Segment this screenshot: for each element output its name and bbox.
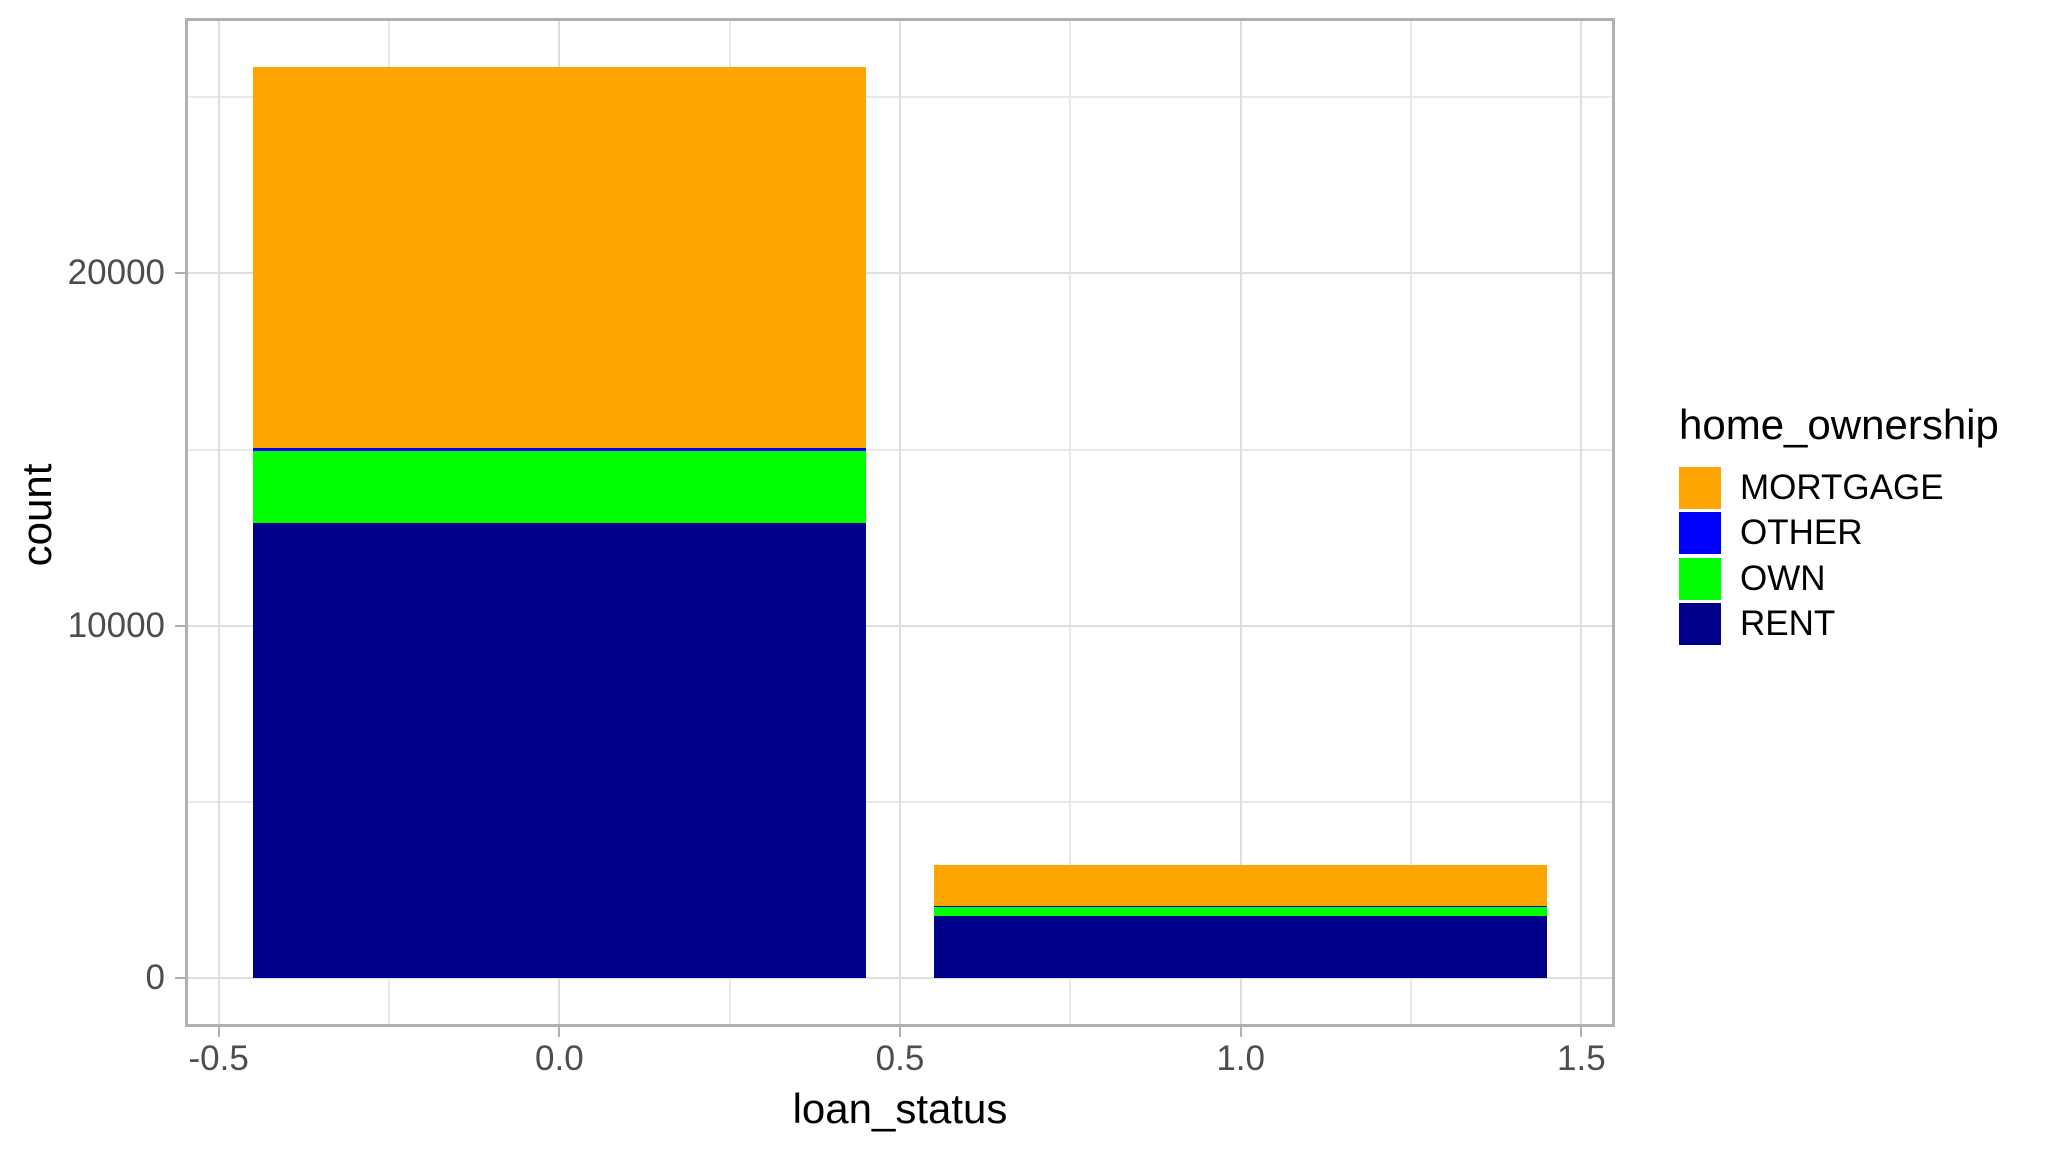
legend: home_ownership MORTGAGE OTHER OWN RENT [1679,400,1999,647]
y-tick-label: 0 [145,958,165,998]
x-tick-mark [217,1027,220,1037]
legend-swatch-mortgage [1679,466,1721,509]
gridline-y-major [188,977,1612,980]
gridline-x-major [1580,21,1583,1024]
bar-segment-mortgage-1 [934,864,1548,907]
bar-segment-mortgage-0 [252,66,866,449]
bar-segment-own-0 [252,450,866,524]
gridline-x-minor [1069,21,1072,1024]
legend-item-label: OWN [1740,558,1826,598]
bar-segment-rent-0 [252,523,866,979]
legend-item-mortgage: MORTGAGE [1679,465,1999,511]
x-tick-label: 0.5 [875,1039,925,1078]
legend-item-label: RENT [1740,604,1836,644]
y-tick-mark [175,272,185,275]
y-tick-mark [175,977,185,980]
gridline-y-major [188,272,1612,275]
legend-item-label: MORTGAGE [1740,467,1944,507]
bar-segment-own-1 [934,906,1548,916]
x-tick-label: 1.5 [1557,1039,1606,1078]
gridline-x-major [899,21,901,1024]
x-tick-mark [1239,1027,1242,1037]
bar-segment-other-0 [252,448,866,451]
x-tick-label: 1.0 [1216,1039,1265,1078]
x-tick-mark [899,1027,901,1037]
gridline-y-major [188,624,1612,627]
legend-item-other: OTHER [1679,511,1999,557]
gridline-x-major [217,21,220,1024]
legend-swatch-own [1679,557,1721,600]
x-tick-mark [558,1027,561,1037]
x-tick-label: -0.5 [188,1039,249,1078]
x-tick-mark [1580,1027,1583,1037]
legend-title: home_ownership [1679,401,1999,448]
plot-panel [185,18,1615,1027]
x-axis-title: loan_status [792,1085,1008,1132]
y-tick-mark [175,624,185,627]
legend-swatch-other [1679,512,1721,555]
y-tick-label: 10000 [67,605,165,645]
y-axis-title-text: count [13,463,60,567]
legend-item-label: OTHER [1740,513,1863,553]
legend-item-rent: RENT [1679,602,1999,648]
bar-segment-other-1 [934,906,1548,908]
gridline-x-minor [1410,21,1412,1024]
y-tick-label: 20000 [67,253,165,293]
legend-swatch-rent [1679,603,1721,646]
legend-item-own: OWN [1679,556,1999,602]
x-tick-label: 0.0 [535,1039,584,1078]
gridline-x-major [1239,21,1242,1024]
bar-segment-rent-1 [934,915,1548,979]
